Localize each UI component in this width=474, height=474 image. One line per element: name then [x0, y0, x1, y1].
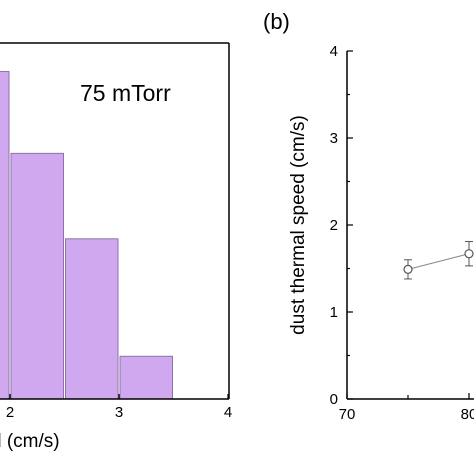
panel-label-b: (b)	[263, 9, 290, 34]
histogram-bar	[0, 70, 10, 400]
scatter-series	[403, 241, 474, 280]
histogram-bar	[65, 238, 119, 400]
scatter-y-tick-label: 1	[330, 304, 338, 321]
scatter-point	[403, 264, 413, 274]
scatter-y-tick-label: 3	[330, 130, 338, 147]
histogram-x-tick-label: 3	[115, 404, 123, 421]
histogram-panel: 2 3 4 75 mTorr d (cm/s)	[0, 42, 232, 452]
scatter-x-tick-label: 70	[339, 406, 356, 423]
histogram-bars	[0, 70, 173, 400]
scatter-x-ticks: 70 80	[339, 393, 474, 423]
histogram-x-ticks: 2 3 4	[6, 394, 232, 421]
histogram-x-axis-title: d (cm/s)	[0, 431, 60, 452]
scatter-x-tick-label: 80	[461, 406, 474, 423]
scatter-y-axis-title: dust thermal speed (cm/s)	[288, 115, 309, 335]
scatter-point	[464, 249, 474, 259]
pressure-annotation: 75 mTorr	[80, 80, 171, 106]
scatter-y-ticks: 0 1 2 3 4	[330, 43, 353, 408]
histogram-bar	[119, 355, 173, 400]
scatter-y-tick-label: 2	[330, 217, 338, 234]
thermal-speed-panel: (b) 0 1 2 3 4 70 80 dust thermal speed (cm/s)	[263, 9, 474, 423]
scatter-y-tick-label: 0	[330, 391, 338, 408]
scatter-y-tick-label: 4	[330, 43, 338, 60]
histogram-x-tick-label: 4	[224, 404, 232, 421]
scatter-connecting-line	[407, 253, 470, 270]
histogram-x-tick-label: 2	[6, 404, 14, 421]
histogram-bar	[10, 152, 64, 400]
